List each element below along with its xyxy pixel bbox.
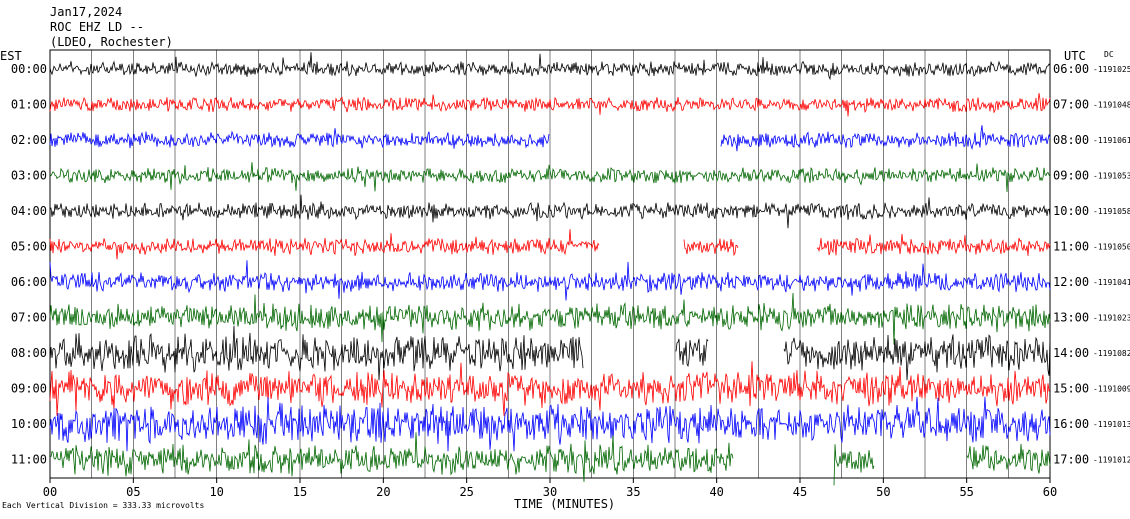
x-tick-label: 05 [126, 485, 140, 499]
est-hour-label: 04:00 [11, 204, 47, 218]
station-code: ROC EHZ LD -- [50, 20, 144, 34]
trace-0200 [49, 125, 1051, 152]
dc-offset-label: -1191061 [1093, 136, 1130, 145]
x-axis-label: TIME (MINUTES) [514, 497, 615, 511]
utc-hour-label: 08:00 [1053, 133, 1089, 147]
trace-0800 [49, 325, 1051, 381]
vertical-gridlines [91, 50, 1009, 478]
utc-hour-label: 16:00 [1053, 417, 1089, 431]
x-tick-label: 40 [709, 485, 723, 499]
trace-0000 [49, 52, 1051, 81]
utc-hour-label: 09:00 [1053, 169, 1089, 183]
dc-offset-label: -1191025 [1093, 65, 1130, 74]
x-tick-label: 10 [209, 485, 223, 499]
est-hour-label: 09:00 [11, 382, 47, 396]
utc-hour-label: 06:00 [1053, 62, 1089, 76]
est-hour-label: 03:00 [11, 169, 47, 183]
right-timezone-label: UTC [1064, 49, 1086, 63]
chart-date: Jan17,2024 [50, 5, 122, 19]
trace-0500 [49, 229, 1051, 260]
est-hour-label: 10:00 [11, 417, 47, 431]
utc-hour-label: 17:00 [1053, 453, 1089, 467]
trace-1100 [49, 432, 1051, 486]
trace-0100 [49, 92, 1051, 117]
x-tick-label: 15 [293, 485, 307, 499]
scale-footer: Each Vertical Division = 333.33 microvol… [2, 501, 204, 510]
trace-0400 [49, 194, 1051, 229]
est-hour-label: 00:00 [11, 62, 47, 76]
trace-0900 [49, 361, 1051, 416]
trace-0600 [49, 260, 1051, 301]
dc-offset-label: -1191050 [1093, 243, 1130, 252]
x-tick-label: 35 [626, 485, 640, 499]
x-tick-label: 60 [1043, 485, 1057, 499]
est-hour-label: 01:00 [11, 98, 47, 112]
network-name: (LDEO, Rochester) [50, 35, 173, 49]
trace-0300 [49, 162, 1051, 193]
utc-hour-label: 12:00 [1053, 275, 1089, 289]
utc-hour-label: 14:00 [1053, 346, 1089, 360]
est-hour-label: 02:00 [11, 133, 47, 147]
dc-offset-label: -1191023 [1093, 314, 1130, 323]
est-hour-label: 08:00 [11, 346, 47, 360]
dc-offset-label: -1191058 [1093, 207, 1130, 216]
utc-hour-label: 13:00 [1053, 311, 1089, 325]
dc-offset-label: -1191009 [1093, 385, 1130, 394]
x-tick-label: 55 [959, 485, 973, 499]
utc-hour-label: 10:00 [1053, 204, 1089, 218]
est-hour-label: 05:00 [11, 240, 47, 254]
utc-hour-label: 15:00 [1053, 382, 1089, 396]
x-tick-label: 20 [376, 485, 390, 499]
trace-1000 [49, 396, 1051, 452]
dc-offset-label: -1191082 [1093, 349, 1130, 358]
dc-offset-label: -1191053 [1093, 172, 1130, 181]
x-tick-label: 25 [459, 485, 473, 499]
dc-offset-label: -1191041 [1093, 278, 1130, 287]
x-tick-label: 45 [793, 485, 807, 499]
dc-offset-label: -1191012 [1093, 456, 1130, 465]
est-hour-label: 11:00 [11, 453, 47, 467]
x-tick-label: 30 [543, 485, 557, 499]
utc-hour-label: 11:00 [1053, 240, 1089, 254]
left-timezone-label: EST [0, 49, 22, 63]
row-time-labels: 00:00 06:00 -1191025 01:00 07:00 -1191048 02:0… [11, 62, 1130, 467]
utc-hour-label: 07:00 [1053, 98, 1089, 112]
x-tick-label: 00 [43, 485, 57, 499]
dc-header-label: DC [1104, 50, 1114, 59]
seismic-traces [49, 52, 1051, 486]
trace-0700 [49, 292, 1051, 345]
x-axis-ticks: 00 05 10 15 20 25 30 35 40 45 50 55 60 [43, 478, 1057, 499]
est-hour-label: 07:00 [11, 311, 47, 325]
est-hour-label: 06:00 [11, 275, 47, 289]
dc-offset-label: -1191048 [1093, 101, 1130, 110]
x-tick-label: 50 [876, 485, 890, 499]
dc-offset-label: -1191013 [1093, 420, 1130, 429]
